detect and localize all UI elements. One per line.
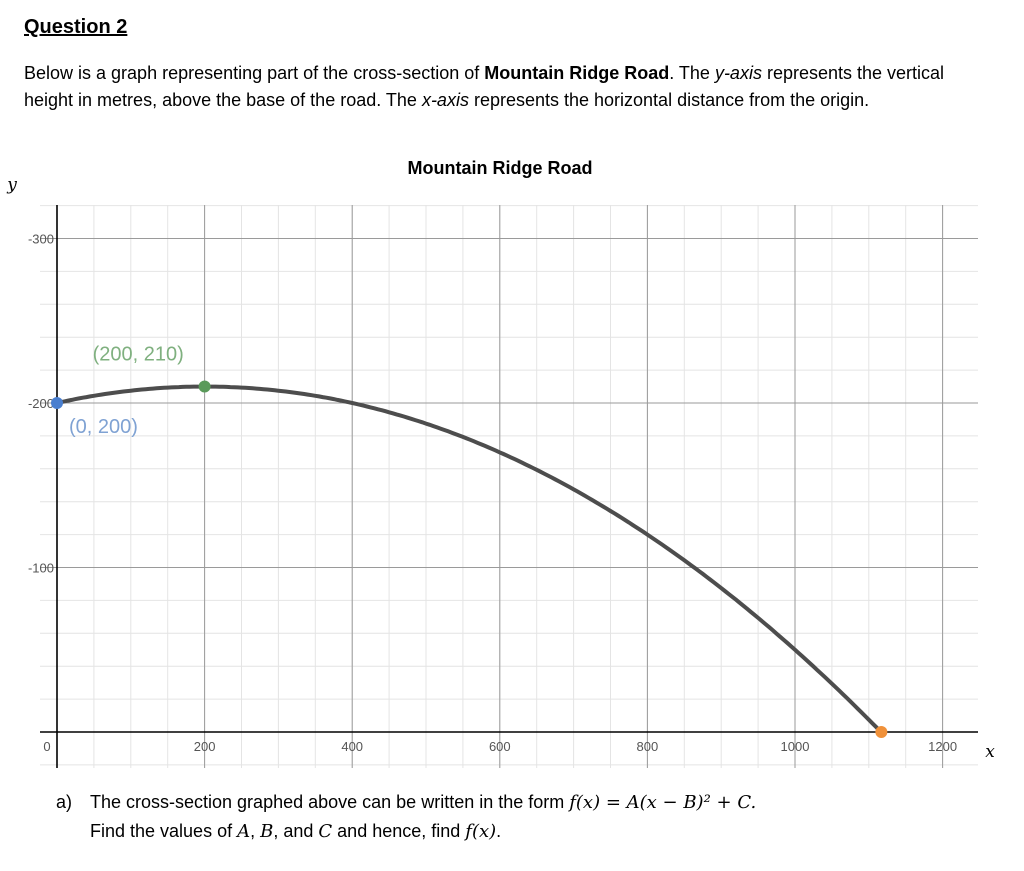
- chart-title: Mountain Ridge Road: [407, 158, 593, 178]
- intro-text-2: . The: [669, 63, 715, 83]
- sep-2: , and: [273, 821, 319, 841]
- vertex-point: [198, 380, 211, 393]
- road-curve: [55, 384, 884, 734]
- part-a-text-2: Find the values of: [90, 821, 238, 841]
- intro-text-1: Below is a graph representing part of th…: [24, 63, 485, 83]
- y-intercept-point: [51, 397, 63, 409]
- x-axis-label: x: [985, 742, 995, 762]
- sep-1: ,: [250, 821, 261, 841]
- road-name: Mountain Ridge Road: [484, 63, 670, 83]
- part-a-line-2: Find the values of A, B, and C and hence…: [56, 817, 756, 846]
- var-a: A: [237, 821, 251, 842]
- part-a-line-1: a) The cross-section graphed above can be…: [56, 788, 756, 817]
- y-tick-label: -300: [28, 232, 54, 247]
- part-a-formula: f(x) = A(x − B)² + C.: [569, 792, 757, 813]
- y-axis-label: y: [6, 175, 17, 195]
- part-a-marker: a): [56, 792, 73, 812]
- part-a-text-1: The cross-section graphed above can be w…: [90, 792, 570, 812]
- question-intro: Below is a graph representing part of th…: [24, 60, 994, 114]
- x-intercept-point: [875, 726, 888, 738]
- y-tick-label: -100: [28, 561, 54, 576]
- x-tick-label: 1000: [781, 739, 810, 754]
- x-tick-label: 800: [637, 739, 659, 754]
- x-tick-label: 200: [194, 739, 216, 754]
- x-tick-label: 1200: [928, 739, 957, 754]
- var-c: C: [318, 821, 333, 842]
- part-a-end: .: [496, 821, 502, 841]
- x-tick-label: 0: [43, 739, 50, 754]
- y-tick-label: -200: [28, 396, 54, 411]
- var-b: B: [260, 821, 274, 842]
- part-a-text-3: and hence, find: [332, 821, 466, 841]
- x-tick-label: 600: [489, 739, 511, 754]
- fx: f(x): [465, 821, 497, 842]
- vertex-label: (200, 210): [93, 344, 184, 366]
- x-axis-term: x-axis: [421, 90, 469, 110]
- mountain-ridge-chart: 0 200 400 600 800 1000 1200 -100 -200 -300 y x (0, 2…: [6, 175, 995, 768]
- intro-text-4: represents the horizontal distance from …: [468, 90, 870, 110]
- part-a: a) The cross-section graphed above can be…: [56, 788, 756, 846]
- question-heading: Question 2: [24, 16, 128, 38]
- y-intercept-label: (0, 200): [69, 416, 138, 438]
- x-tick-label: 400: [341, 739, 363, 754]
- y-axis-term: y-axis: [714, 63, 762, 83]
- intro-text-3: represents the vertical height in metres…: [24, 63, 945, 110]
